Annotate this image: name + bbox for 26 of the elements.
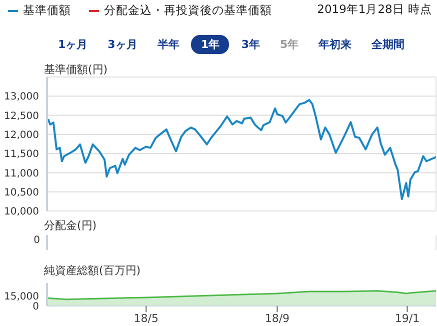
text: 分配金(円) <box>44 218 97 233</box>
y-tick-label: 12,500 <box>4 110 39 122</box>
y-axis-title: 純資産総額(百万円) <box>44 263 141 278</box>
range-button[interactable]: 1年 <box>191 35 230 54</box>
y-tick-label: 15,000 <box>4 292 39 303</box>
y-tick-label: 11,500 <box>4 149 39 160</box>
range-button[interactable]: 年初来 <box>310 35 360 54</box>
x-tick-label: 19/1 <box>394 312 420 325</box>
y-axis-title: 基準価額(円) <box>44 62 108 77</box>
legend-label: 基準価額 <box>23 3 71 18</box>
y-tick-label: 0 <box>32 302 39 313</box>
range-button[interactable]: 半年 <box>149 35 188 54</box>
y-tick-label: 10,500 <box>4 187 39 198</box>
range-button[interactable]: 全期間 <box>364 35 413 54</box>
legend-label: 分配金込・再投資後の基準価額 <box>104 3 272 18</box>
x-tick-label: 18/9 <box>264 312 290 325</box>
text: 2019年1月28日 時点 <box>317 2 432 17</box>
range-button[interactable]: 3ヶ月 <box>100 35 146 54</box>
y-tick-label: 13,000 <box>4 92 39 103</box>
range-button[interactable]: 3年 <box>233 35 268 54</box>
y-tick-label: 11,000 <box>4 168 39 180</box>
y-tick-label: 10,000 <box>4 206 39 218</box>
line-series <box>47 98 436 200</box>
y-tick-label: 12,000 <box>4 130 39 141</box>
x-tick-label: 18/5 <box>134 312 158 325</box>
range-button[interactable]: 1ヶ月 <box>50 35 96 54</box>
